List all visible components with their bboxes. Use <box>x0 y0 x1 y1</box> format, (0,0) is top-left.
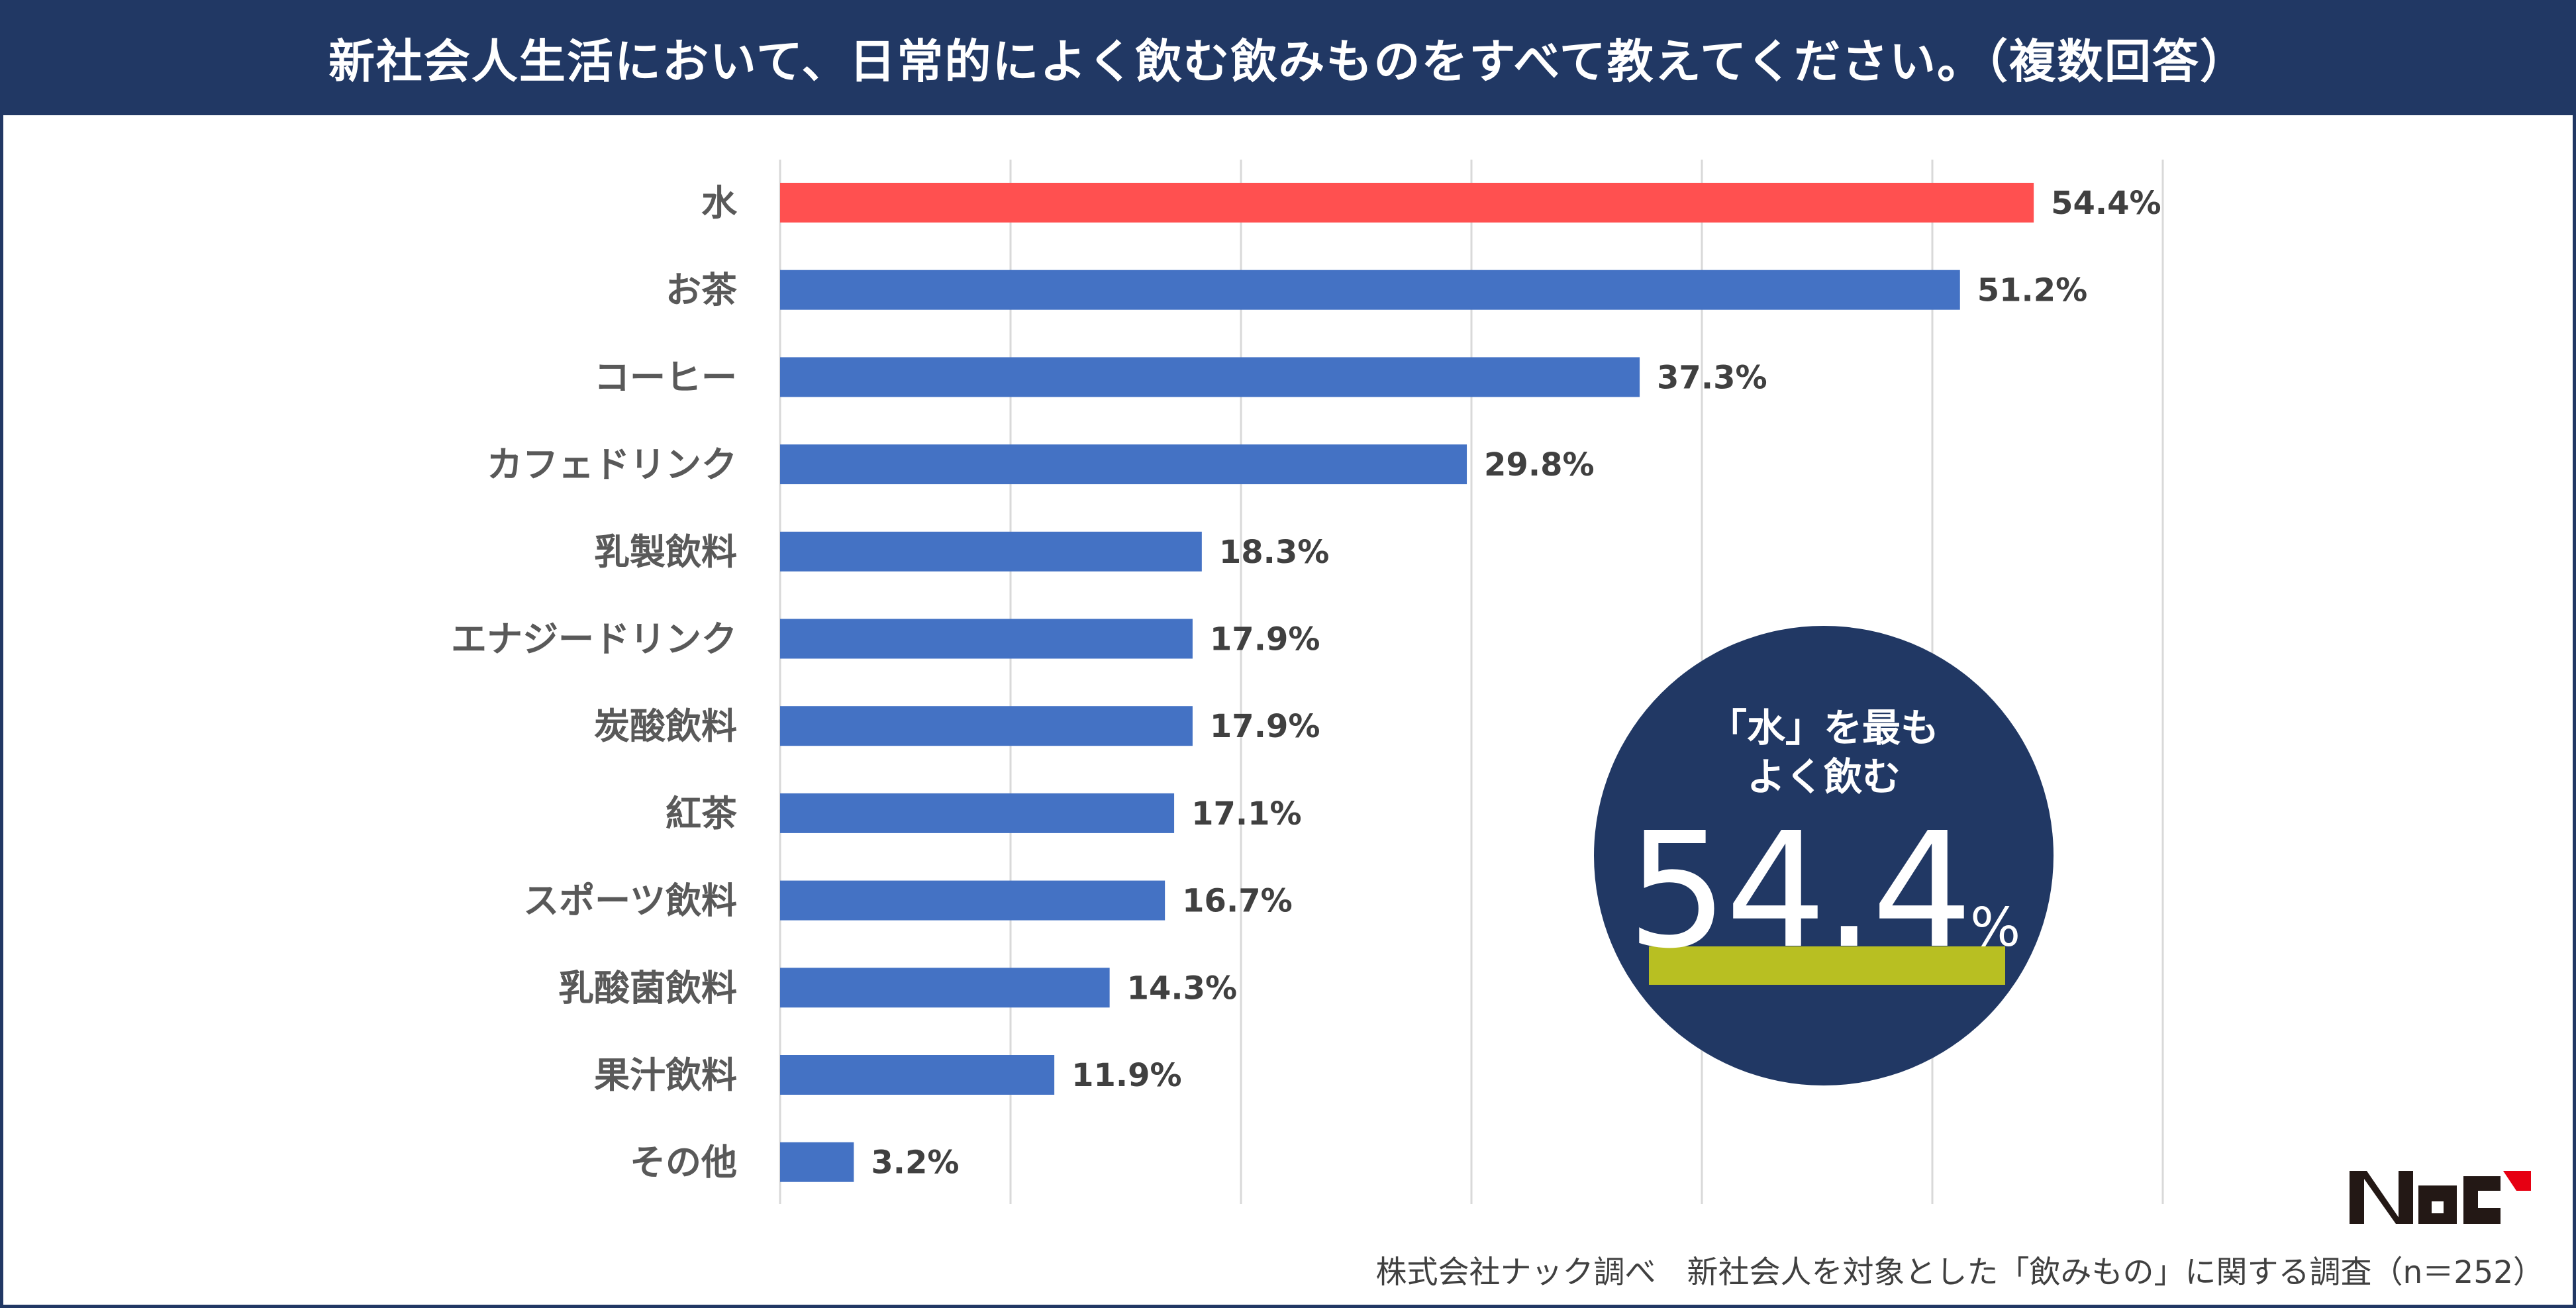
source-footer: 株式会社ナック調べ 新社会人を対象とした「飲みもの」に関する調査（n＝252） <box>1375 1254 2545 1291</box>
bar <box>780 880 1165 921</box>
callout-text: 「水」を最も よく飲む <box>1595 703 2053 801</box>
bar <box>780 619 1193 659</box>
value-label: 17.9% <box>1210 621 1320 658</box>
callout-number-wrap: 54.4% <box>1595 811 2053 1019</box>
callout-number: 54.4 <box>1626 798 1973 983</box>
category-label: エナジードリンク <box>451 619 737 660</box>
bar <box>780 270 1960 310</box>
value-label: 17.9% <box>1210 708 1320 745</box>
category-label: カフェドリンク <box>487 444 737 485</box>
value-label: 29.8% <box>1484 446 1595 483</box>
title-bar: 新社会人生活において、日常的によく飲む飲みものをすべて教えてください。（複数回答… <box>0 0 2576 115</box>
category-label: 炭酸飲料 <box>594 705 737 747</box>
category-label: 水 <box>701 182 738 224</box>
value-label: 3.2% <box>871 1144 959 1182</box>
callout-underline <box>1649 946 2005 985</box>
value-label: 16.7% <box>1182 883 1293 920</box>
bar <box>780 1142 854 1182</box>
chart-title: 新社会人生活において、日常的によく飲む飲みものをすべて教えてください。（複数回答… <box>328 34 2248 89</box>
bar <box>780 183 2034 223</box>
callout-line1: 「水」を最も <box>1708 705 1939 750</box>
value-label: 51.2% <box>1977 272 2088 309</box>
bar <box>780 1055 1055 1095</box>
category-label: 紅茶 <box>666 793 738 834</box>
callout-line2: よく飲む <box>1746 754 1901 799</box>
value-label: 11.9% <box>1071 1057 1182 1094</box>
value-label: 14.3% <box>1127 970 1238 1007</box>
bar <box>780 968 1110 1008</box>
value-label: 54.4% <box>2051 185 2161 222</box>
bar <box>780 706 1193 746</box>
value-label: 37.3% <box>1657 359 1767 396</box>
category-label: スポーツ飲料 <box>523 880 737 922</box>
nac-logo <box>2350 1171 2531 1224</box>
callout-unit: % <box>1970 897 2021 958</box>
bar <box>780 793 1175 833</box>
value-label: 18.3% <box>1219 534 1330 571</box>
value-label: 17.1% <box>1191 795 1302 832</box>
category-label: 乳酸菌飲料 <box>558 967 737 1009</box>
bar <box>780 357 1640 397</box>
category-label: コーヒー <box>594 356 737 398</box>
category-label: お茶 <box>666 270 738 311</box>
bar <box>780 444 1467 485</box>
category-label: その他 <box>630 1142 737 1183</box>
category-label: 乳製飲料 <box>594 531 737 573</box>
bar <box>780 531 1202 572</box>
category-label: 果汁飲料 <box>594 1054 737 1096</box>
